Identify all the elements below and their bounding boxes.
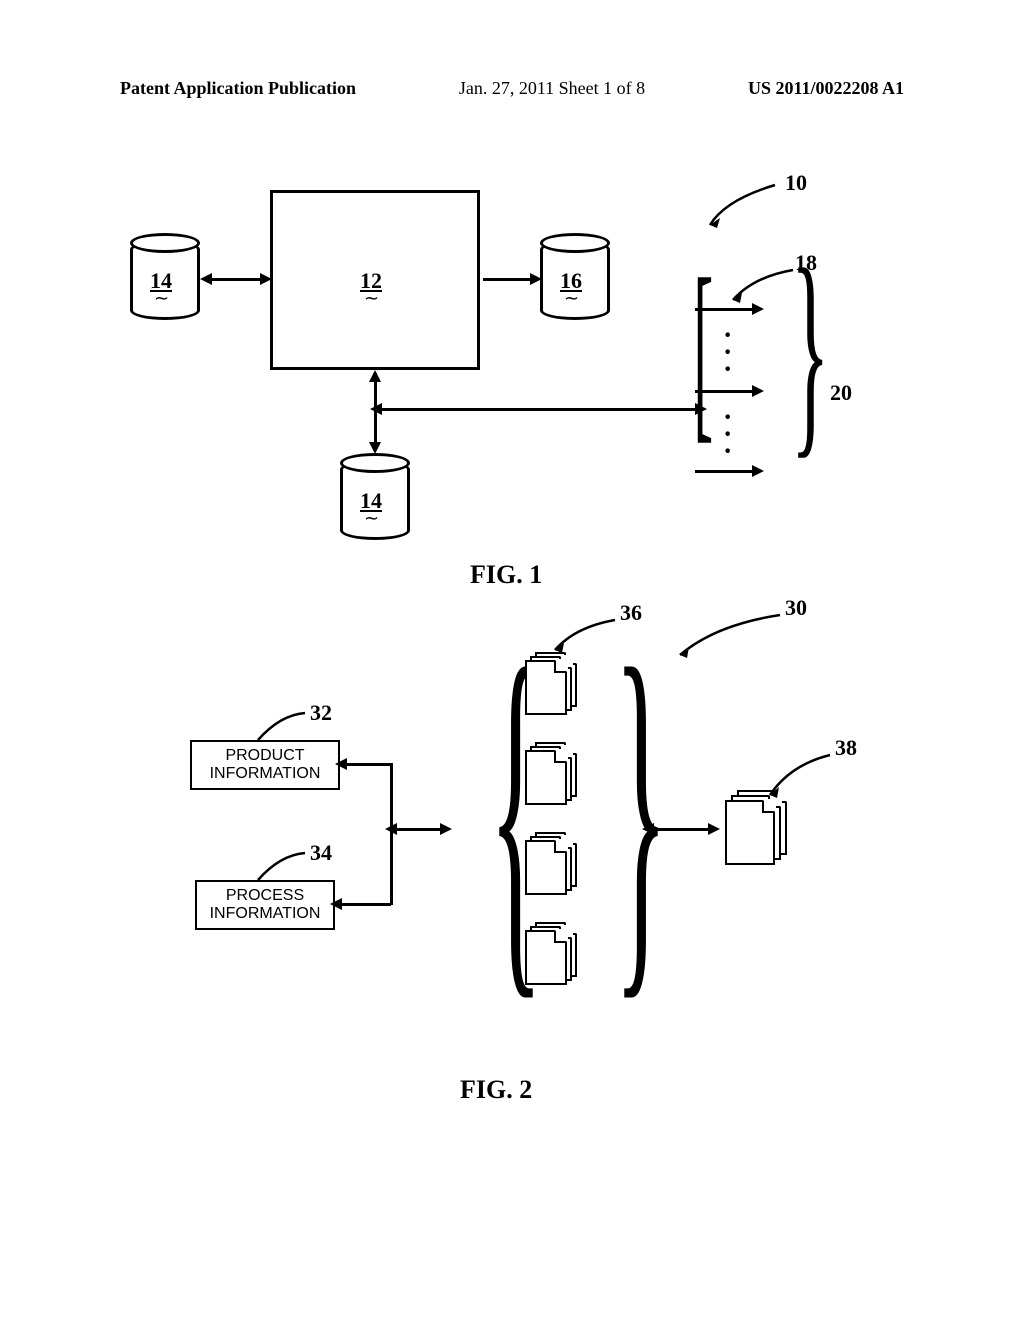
arrowhead-left-2 [370, 403, 382, 415]
leader-18 [728, 265, 798, 305]
header-center: Jan. 27, 2011 Sheet 1 of 8 [459, 78, 645, 99]
arrowhead-left-1 [200, 273, 212, 285]
arrowhead-down-1 [369, 442, 381, 454]
label-18: 18 [795, 250, 817, 276]
leader-10 [705, 180, 785, 230]
label-20: 20 [830, 380, 852, 406]
arrow-process-v [390, 830, 393, 905]
arrow-horizontal-long [377, 408, 697, 411]
brace-right: } [614, 610, 668, 1010]
tilde-14-bottom: ∼ [364, 508, 379, 529]
arrowhead-product-l [335, 758, 347, 770]
label-32: 32 [310, 700, 332, 726]
arrowhead-right-1 [260, 273, 272, 285]
label-30: 30 [785, 595, 807, 621]
leader-34 [250, 850, 310, 885]
bracket-arrow-1 [695, 308, 755, 311]
leader-32 [250, 710, 310, 745]
figure-2: PRODUCT INFORMATION 32 PROCESS INFORMATI… [130, 620, 890, 1070]
label-10: 10 [785, 170, 807, 196]
bracket-18-open: [ [693, 250, 713, 450]
arrowhead-up-1 [369, 370, 381, 382]
dots-1: ··· [723, 328, 732, 378]
box-process-info: PROCESS INFORMATION [195, 880, 335, 930]
arrow-to-38 [650, 828, 710, 831]
page-header: Patent Application Publication Jan. 27, … [0, 78, 1024, 99]
bracket-arrow-2 [695, 390, 755, 393]
leader-38 [765, 750, 835, 800]
tilde-12: ∼ [364, 288, 379, 309]
leader-36 [550, 615, 620, 655]
label-34: 34 [310, 840, 332, 866]
fig1-caption: FIG. 1 [470, 560, 542, 590]
arrow-14-12 [210, 278, 265, 281]
arrowhead-brace-l [385, 823, 397, 835]
arrowhead-38-l [642, 823, 654, 835]
arrowhead-38-r [708, 823, 720, 835]
header-right: US 2011/0022208 A1 [748, 78, 904, 99]
arrow-to-brace [393, 828, 443, 831]
bracket-arrowhead-3 [752, 465, 764, 477]
arrow-product-v [390, 763, 393, 828]
figure-1: 14 ∼ 12 ∼ 16 ∼ 14 ∼ [ ··· ··· } [130, 180, 890, 570]
arrow-product [343, 763, 391, 766]
label-38: 38 [835, 735, 857, 761]
header-left: Patent Application Publication [120, 78, 356, 99]
tilde-14-left: ∼ [154, 288, 169, 309]
arrow-process [338, 903, 391, 906]
arrowhead-brace-r [440, 823, 452, 835]
process-info-text: PROCESS INFORMATION [210, 887, 321, 922]
bracket-arrow-3 [695, 470, 755, 473]
product-info-text: PRODUCT INFORMATION [210, 747, 321, 782]
bracket-arrowhead-2 [752, 385, 764, 397]
tilde-16: ∼ [564, 288, 579, 309]
fig2-caption: FIG. 2 [460, 1075, 532, 1105]
dots-2: ··· [723, 410, 732, 460]
arrowhead-right-2 [530, 273, 542, 285]
box-product-info: PRODUCT INFORMATION [190, 740, 340, 790]
arrow-12-16 [483, 278, 533, 281]
leader-30 [675, 610, 785, 660]
arrowhead-process-l [330, 898, 342, 910]
